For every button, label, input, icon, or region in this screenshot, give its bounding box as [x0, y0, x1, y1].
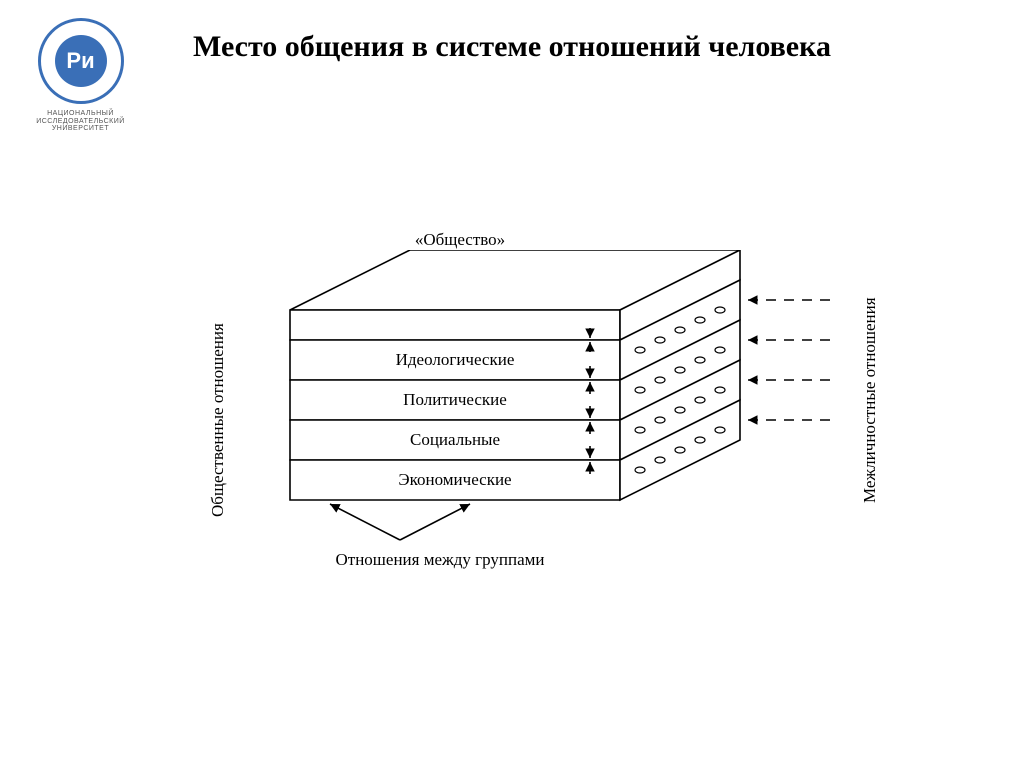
logo-subtitle-1: НАЦИОНАЛЬНЫЙ ИССЛЕДОВАТЕЛЬСКИЙ [18, 110, 143, 125]
diagram-svg: Идеологические Политические Социальные Экон… [240, 250, 860, 580]
page-title: Место общения в системе отношений челове… [0, 30, 1024, 64]
layer-label-2: Социальные [410, 430, 500, 449]
diagram-left-label: Общественные отношения [208, 290, 228, 550]
relations-diagram: «Общество» Общественные отношения Межлич… [180, 230, 920, 610]
logo-subtitle-2: УНИВЕРСИТЕТ [18, 125, 143, 133]
layer-label-0: Идеологические [396, 350, 515, 369]
layer-label-1: Политические [403, 390, 507, 409]
layer-label-3: Экономические [398, 470, 511, 489]
diagram-top-label: «Общество» [180, 230, 740, 250]
diagram-right-label: Межличностные отношения [860, 250, 880, 550]
